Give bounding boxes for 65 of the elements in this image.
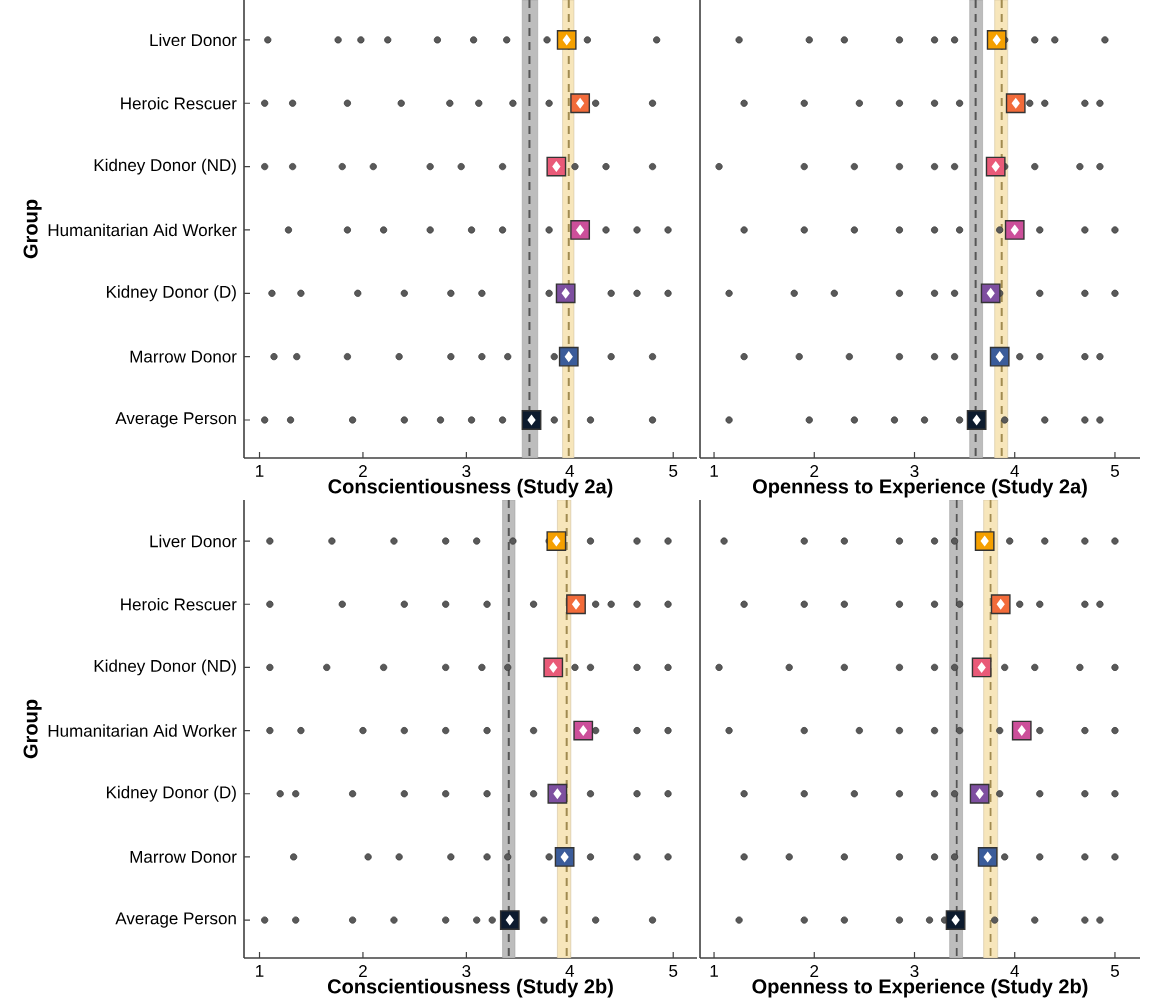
y-tick-label: Marrow Donor: [130, 850, 237, 863]
point: [547, 783, 568, 804]
x-tick-label: 1: [256, 965, 264, 977]
point: [546, 531, 567, 551]
x-tick-label: 5: [669, 965, 678, 977]
point: [573, 720, 594, 741]
point: [971, 657, 992, 678]
x-tick-label: 2: [810, 465, 819, 477]
y-tick-label: Humanitarian Aid Worker: [48, 223, 237, 237]
x-tick-label: 3: [910, 965, 919, 978]
x-tick-label: 2: [810, 965, 819, 977]
y-axis-title: Group: [23, 199, 42, 259]
x-axis-title: Openness to Experience (Study 2b): [752, 978, 1088, 998]
point: [974, 531, 995, 551]
y-tick-label: Liver Donor: [150, 534, 237, 548]
y-tick-label: Heroic Rescuer: [121, 96, 237, 110]
point: [1004, 220, 1025, 240]
point: [499, 910, 520, 930]
y-tick-label: Kidney Donor (ND): [94, 158, 236, 175]
point: [1011, 720, 1032, 741]
point: [989, 346, 1010, 367]
y-tick-label: Marrow Donor: [130, 350, 237, 363]
point: [977, 847, 998, 867]
y-axis-title: Group: [23, 699, 42, 759]
x-tick-label: 2: [359, 465, 367, 477]
x-tick-label: 1: [256, 465, 264, 477]
point: [566, 594, 586, 615]
point: [570, 93, 591, 114]
y-tick-label: Average Person: [115, 412, 236, 428]
y-tick-label: Kidney Donor (D): [106, 285, 236, 302]
y-tick-label: Heroic Rescuer: [121, 597, 237, 611]
point: [521, 410, 542, 430]
x-tick-label: 5: [669, 465, 678, 477]
x-axis-title: Conscientiousness (Study 2a): [328, 478, 613, 498]
x-tick-label: 4: [565, 465, 575, 477]
x-tick-label: 4: [565, 965, 575, 977]
point: [1005, 93, 1026, 114]
x-tick-label: 1: [710, 465, 718, 477]
point: [966, 410, 987, 430]
x-tick-label: 5: [1110, 965, 1119, 977]
x-tick-label: 1: [710, 965, 718, 977]
point: [556, 29, 577, 50]
x-tick-label: 4: [1010, 465, 1019, 477]
point: [570, 220, 591, 240]
point: [558, 346, 579, 367]
x-tick-label: 4: [1010, 965, 1019, 977]
y-tick-label: Kidney Donor (D): [106, 785, 236, 802]
y-tick-label: Liver Donor: [150, 33, 237, 47]
x-tick-label: 3: [462, 965, 471, 978]
y-tick-label: Kidney Donor (ND): [94, 659, 236, 676]
point: [969, 783, 990, 804]
x-tick-label: 2: [359, 965, 367, 977]
point: [990, 594, 1011, 615]
point: [945, 910, 966, 930]
point: [986, 29, 1007, 50]
point: [980, 283, 1001, 304]
x-tick-label: 3: [462, 465, 471, 478]
x-tick-label: 3: [910, 465, 919, 478]
x-axis-title: Openness to Experience (Study 2a): [753, 478, 1087, 498]
y-tick-label: Humanitarian Aid Worker: [48, 724, 237, 737]
point: [554, 847, 575, 867]
x-axis-title: Conscientiousness (Study 2b): [327, 978, 613, 998]
y-tick-label: Average Person: [115, 912, 236, 928]
point: [555, 283, 576, 304]
x-tick-label: 5: [1110, 465, 1119, 477]
